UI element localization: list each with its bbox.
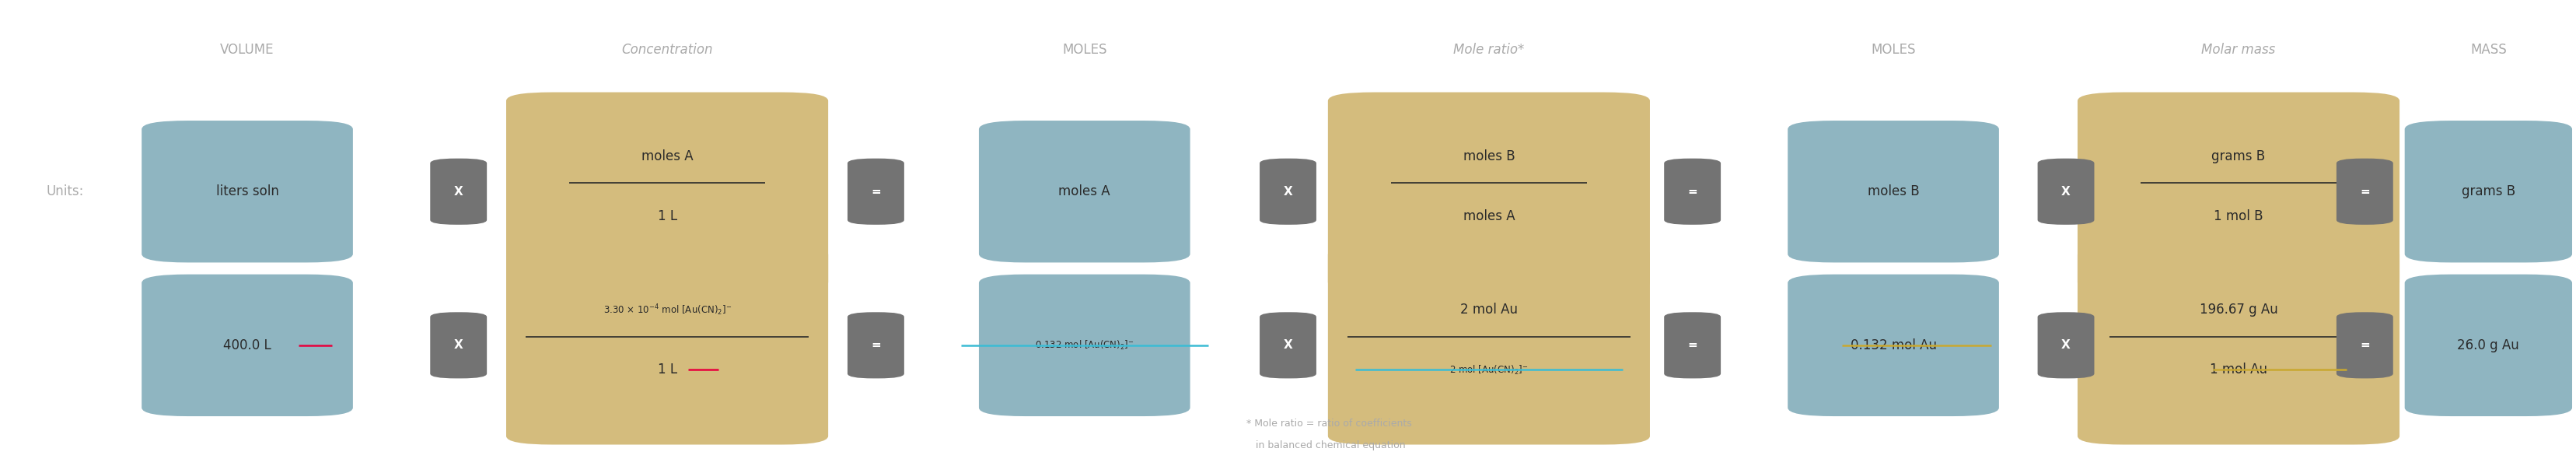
Text: 0.132 mol [Au(CN)$_2$]$^{-}$: 0.132 mol [Au(CN)$_2$]$^{-}$ [1036, 339, 1133, 351]
Text: moles A: moles A [641, 149, 693, 163]
Text: X: X [1283, 186, 1293, 197]
FancyBboxPatch shape [2336, 158, 2393, 225]
Text: X: X [453, 340, 464, 351]
Text: X: X [2061, 340, 2071, 351]
Text: grams B: grams B [2213, 149, 2264, 163]
Text: MOLES: MOLES [1061, 43, 1108, 57]
FancyBboxPatch shape [1788, 274, 1999, 416]
Text: in balanced chemical equation: in balanced chemical equation [1247, 440, 1406, 451]
FancyBboxPatch shape [142, 121, 353, 263]
Text: Units:: Units: [46, 184, 85, 199]
Text: Mole ratio*: Mole ratio* [1453, 43, 1525, 57]
Text: grams B: grams B [2463, 184, 2514, 199]
FancyBboxPatch shape [507, 246, 829, 445]
FancyBboxPatch shape [1260, 312, 1316, 378]
Text: =: = [1687, 340, 1698, 351]
Text: 1 L: 1 L [657, 363, 677, 377]
FancyBboxPatch shape [2076, 92, 2401, 291]
Text: Molar mass: Molar mass [2202, 43, 2275, 57]
FancyBboxPatch shape [430, 312, 487, 378]
Text: 1 L: 1 L [657, 209, 677, 223]
FancyBboxPatch shape [430, 158, 487, 225]
Text: =: = [2360, 340, 2370, 351]
Text: liters soln: liters soln [216, 184, 278, 199]
Text: 1 mol B: 1 mol B [2213, 209, 2264, 223]
Text: 0.132 mol Au: 0.132 mol Au [1850, 338, 1937, 352]
Text: 1 mol Au: 1 mol Au [2210, 363, 2267, 377]
FancyBboxPatch shape [1329, 92, 1651, 291]
FancyBboxPatch shape [1664, 312, 1721, 378]
Text: * Mole ratio = ratio of coefficients: * Mole ratio = ratio of coefficients [1247, 418, 1412, 429]
FancyBboxPatch shape [979, 274, 1190, 416]
FancyBboxPatch shape [848, 312, 904, 378]
Text: moles A: moles A [1059, 184, 1110, 199]
FancyBboxPatch shape [979, 121, 1190, 263]
FancyBboxPatch shape [848, 158, 904, 225]
Text: =: = [871, 340, 881, 351]
Text: X: X [453, 186, 464, 197]
Text: =: = [1687, 186, 1698, 197]
FancyBboxPatch shape [1788, 121, 1999, 263]
Text: MASS: MASS [2470, 43, 2506, 57]
Text: MOLES: MOLES [1870, 43, 1917, 57]
FancyBboxPatch shape [2406, 274, 2571, 416]
Text: 2 mol [Au(CN)$_2$]$^{-}$: 2 mol [Au(CN)$_2$]$^{-}$ [1450, 364, 1528, 376]
Text: =: = [2360, 186, 2370, 197]
FancyBboxPatch shape [2076, 246, 2401, 445]
Text: 400.0 L: 400.0 L [224, 338, 270, 352]
Text: 26.0 g Au: 26.0 g Au [2458, 338, 2519, 352]
Text: moles A: moles A [1463, 209, 1515, 223]
FancyBboxPatch shape [2406, 121, 2571, 263]
FancyBboxPatch shape [507, 92, 829, 291]
Text: =: = [871, 186, 881, 197]
Text: X: X [2061, 186, 2071, 197]
Text: Concentration: Concentration [621, 43, 714, 57]
Text: 196.67 g Au: 196.67 g Au [2200, 303, 2277, 317]
FancyBboxPatch shape [2336, 312, 2393, 378]
Text: 2 mol Au: 2 mol Au [1461, 303, 1517, 317]
FancyBboxPatch shape [2038, 312, 2094, 378]
FancyBboxPatch shape [2038, 158, 2094, 225]
Text: moles B: moles B [1463, 149, 1515, 163]
Text: X: X [1283, 340, 1293, 351]
FancyBboxPatch shape [1260, 158, 1316, 225]
FancyBboxPatch shape [1329, 246, 1651, 445]
FancyBboxPatch shape [1664, 158, 1721, 225]
Text: 3.30 $\times$ 10$^{-4}$ mol [Au(CN)$_2$]$^{-}$: 3.30 $\times$ 10$^{-4}$ mol [Au(CN)$_2$]… [603, 303, 732, 317]
Text: moles B: moles B [1868, 184, 1919, 199]
Text: VOLUME: VOLUME [222, 43, 273, 57]
FancyBboxPatch shape [142, 274, 353, 416]
